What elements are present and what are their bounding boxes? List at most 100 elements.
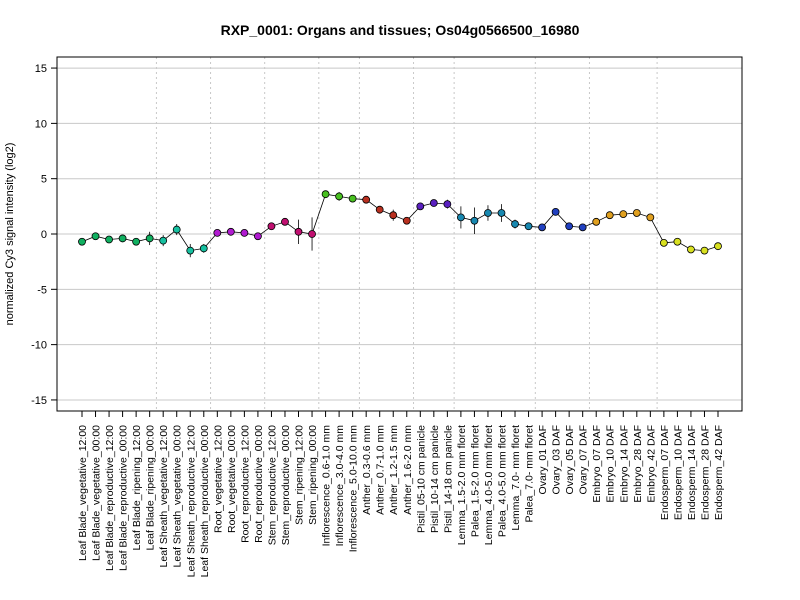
data-point-29 [470,216,479,225]
data-point-17 [308,230,316,238]
data-point-33 [524,222,533,231]
data-point-7 [172,225,181,234]
x-tick-label-33: Palea_7.0- mm floret [524,425,536,523]
x-tick-label-39: Embryo_10 DAF [605,425,617,503]
x-tick-label-31: Palea_4.0-5.0 mm floret [496,425,508,537]
x-tick-label-43: Endosperm_07 DAF [659,425,671,520]
y-tick-label-2: -5 [37,284,47,296]
data-point-16 [294,227,303,236]
x-tick-label-7: Leaf Sheath_vegetative_00:00 [172,425,184,568]
y-tick-label-1: -10 [31,340,47,352]
x-tick-label-15: Stem_reproductive_00:00 [280,425,292,545]
data-point-39 [605,211,614,220]
data-point-41 [632,209,641,217]
data-point-32 [511,220,519,228]
data-point-42 [646,213,655,222]
x-tick-label-29: Palea_1.5-2.0 mm floret [469,425,481,537]
x-tick-label-40: Embryo_14 DAF [618,425,630,503]
data-point-2 [105,235,113,244]
x-tick-label-27: Pistil_14-18 cm panicle [442,425,454,533]
x-tick-label-1: Leaf Blade_vegetative_00:00 [91,425,103,561]
data-point-22 [375,205,384,214]
x-tick-label-2: Leaf Blade_reproductive_12:00 [104,425,116,571]
data-point-26 [429,199,438,207]
x-tick-label-4: Leaf Blade_ripening_12:00 [131,425,143,551]
data-point-21 [362,195,371,204]
x-tick-label-38: Embryo_07 DAF [591,425,603,503]
y-tick-label-5: 10 [35,118,47,130]
data-point-18 [321,190,330,199]
x-tick-label-30: Lemma_4.0-5.0 mm floret [483,425,495,545]
data-point-12 [240,228,249,237]
data-point-19 [335,192,344,201]
data-point-0 [78,237,86,246]
x-tick-label-34: Ovary_01 DAF [537,425,549,494]
data-point-46 [700,246,709,255]
x-tick-label-44: Endosperm_10 DAF [672,425,684,520]
data-point-47 [714,242,722,251]
x-tick-label-18: Inflorescence_0.6-1.0 mm [321,425,333,547]
data-point-1 [91,232,100,241]
y-tick-label-3: 0 [41,229,47,241]
group-separators [155,57,658,411]
x-tick-label-36: Ovary_05 DAF [564,425,576,494]
x-tick-label-47: Endosperm_42 DAF [713,425,725,520]
chart-title: RXP_0001: Organs and tissues; Os04g05665… [221,22,580,38]
x-tick-label-3: Leaf Blade_reproductive_00:00 [118,425,130,571]
data-point-13 [254,232,262,241]
y-tick-label-0: -15 [31,395,47,407]
error-bars [81,191,719,258]
x-tick-label-16: Stem_ripening_12:00 [294,425,306,525]
data-point-43 [659,238,668,247]
x-tick-label-10: Root_vegetative_12:00 [212,425,224,533]
x-tick-label-28: Lemma_1.5-2.0 mm floret [456,425,468,545]
x-tick-label-17: Stem_ripening_00:00 [307,425,319,525]
data-point-4 [132,237,141,246]
x-tick-label-32: Lemma_7.0- mm floret [510,425,522,531]
x-tick-label-5: Leaf Blade_ripening_00:00 [145,425,157,551]
x-tick-label-46: Endosperm_28 DAF [699,425,711,520]
x-tick-label-23: Anther_1.2-1.5 mm [388,425,400,515]
x-tick-label-20: Inflorescence_5.0-10.0 mm [348,425,360,552]
x-tick-label-25: Pistil_05-10 cm panicle [415,425,427,533]
data-point-3 [118,234,127,243]
x-tick-label-19: Inflorescence_3.0-4.0 mm [334,425,346,547]
data-point-36 [565,222,574,231]
data-point-44 [673,237,682,246]
x-tick-label-41: Embryo_28 DAF [632,425,644,503]
x-axis: Leaf Blade_vegetative_12:00 Leaf Blade_ve… [77,411,725,577]
x-tick-label-14: Stem_reproductive_12:00 [266,425,278,545]
y-tick-label-4: 5 [41,174,47,186]
x-tick-label-6: Leaf Sheath_vegetative_12:00 [158,425,170,568]
data-point-10 [213,228,222,237]
data-point-38 [592,217,601,226]
y-axis: -15 -10 -5 0 5 10 15 [31,63,57,407]
y-axis-label: normalized Cy3 signal intensity (log2) [4,143,16,326]
x-tick-label-11: Root_vegetative_00:00 [226,425,238,533]
x-tick-label-8: Leaf Sheath_reproductive_12:00 [185,425,197,578]
data-points [78,190,722,255]
data-point-23 [389,211,398,220]
x-tick-label-13: Root_reproductive_00:00 [253,425,265,543]
data-point-11 [226,227,235,236]
x-tick-label-24: Anther_1.6-2.0 mm [402,425,414,515]
data-point-37 [578,223,587,232]
data-point-5 [145,234,154,243]
y-tick-label-6: 15 [35,63,47,75]
x-tick-label-35: Ovary_03 DAF [551,425,563,494]
series-polyline [81,193,719,252]
data-point-8 [186,246,195,255]
data-point-25 [416,202,425,211]
x-tick-label-9: Leaf Sheath_reproductive_00:00 [199,425,211,578]
data-point-45 [687,245,695,254]
data-point-28 [456,213,465,222]
x-tick-label-45: Endosperm_14 DAF [686,425,698,520]
x-tick-label-21: Anther_0.3-0.6 mm [361,425,373,515]
x-tick-label-26: Pistil_10-14 cm panicle [429,425,441,533]
data-point-31 [497,209,506,217]
data-point-40 [619,210,628,218]
data-point-35 [551,207,560,216]
series-line [81,193,719,252]
data-point-15 [281,217,289,226]
